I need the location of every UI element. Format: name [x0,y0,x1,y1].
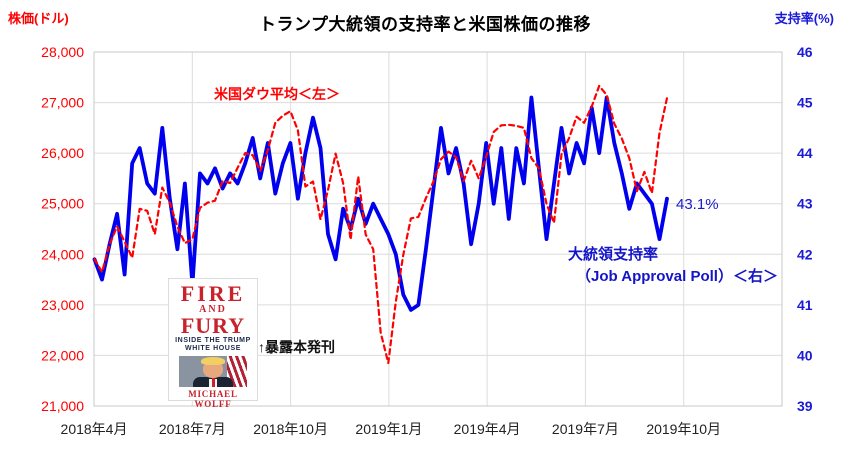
trump-tie [212,378,215,388]
svg-text:27,000: 27,000 [41,95,84,111]
svg-text:44: 44 [797,145,813,161]
svg-text:26,000: 26,000 [41,145,84,161]
approval-series-label: 大統領支持率 （Job Approval Poll）＜右＞ [568,244,778,288]
book-cover: FIRE AND FURY INSIDE THE TRUMP WHITE HOU… [168,278,258,409]
svg-text:24,000: 24,000 [41,246,84,262]
dow-series-label: 米国ダウ平均＜左＞ [214,86,340,102]
y-axis-left-ticks: 28,000 27,000 26,000 25,000 24,000 23,000 22,0… [41,44,84,414]
right-axis-title: 支持率(%) [774,11,834,26]
book-author: MICHAEL WOLFF [188,389,238,410]
svg-text:23,000: 23,000 [41,297,84,313]
dow-series-line [93,84,669,365]
svg-text:42: 42 [797,246,813,262]
svg-text:2018年7月: 2018年7月 [159,421,226,437]
approval-series-line [92,95,669,312]
svg-text:41: 41 [797,297,813,313]
svg-text:46: 46 [797,44,813,60]
svg-text:2019年1月: 2019年1月 [355,421,422,437]
svg-text:2018年4月: 2018年4月 [61,421,128,437]
svg-text:39: 39 [797,398,813,414]
svg-text:22,000: 22,000 [41,347,84,363]
book-subtitle-line1: INSIDE THE TRUMP [175,337,251,345]
svg-text:40: 40 [797,347,813,363]
book-title-fury: FURY [180,313,246,339]
svg-text:2019年10月: 2019年10月 [646,421,721,437]
left-axis-title: 株価(ドル) [8,11,69,26]
svg-text:45: 45 [797,95,813,111]
svg-text:28,000: 28,000 [41,44,84,60]
book-title-and: AND [199,303,227,315]
page-title: トランプ大統領の支持率と米国株価の推移 [259,15,591,34]
svg-text:2018年10月: 2018年10月 [253,421,328,437]
svg-text:21,000: 21,000 [41,398,84,414]
svg-text:25,000: 25,000 [41,196,84,212]
svg-text:2019年7月: 2019年7月 [552,421,619,437]
book-subtitle-line2: WHITE HOUSE [185,345,241,353]
book-publication-note: ↑暴露本発刊 [258,339,335,355]
svg-text:43: 43 [797,196,813,212]
approval-series-label-line2: （Job Approval Poll）＜右＞ [576,267,778,285]
approval-last-value-label: 43.1% [676,196,719,213]
x-axis-ticks: 2018年4月 2018年7月 2018年10月 2019年1月 2019年4月 2019… [61,421,722,437]
trump-hair [201,357,225,366]
trump-photo [179,356,247,388]
approval-series-label-line1: 大統領支持率 [568,246,659,263]
svg-text:2019年4月: 2019年4月 [454,421,521,437]
y-axis-right-ticks: 46 45 44 43 42 41 40 39 [797,44,813,414]
book-title-fire: FIRE [180,281,246,306]
